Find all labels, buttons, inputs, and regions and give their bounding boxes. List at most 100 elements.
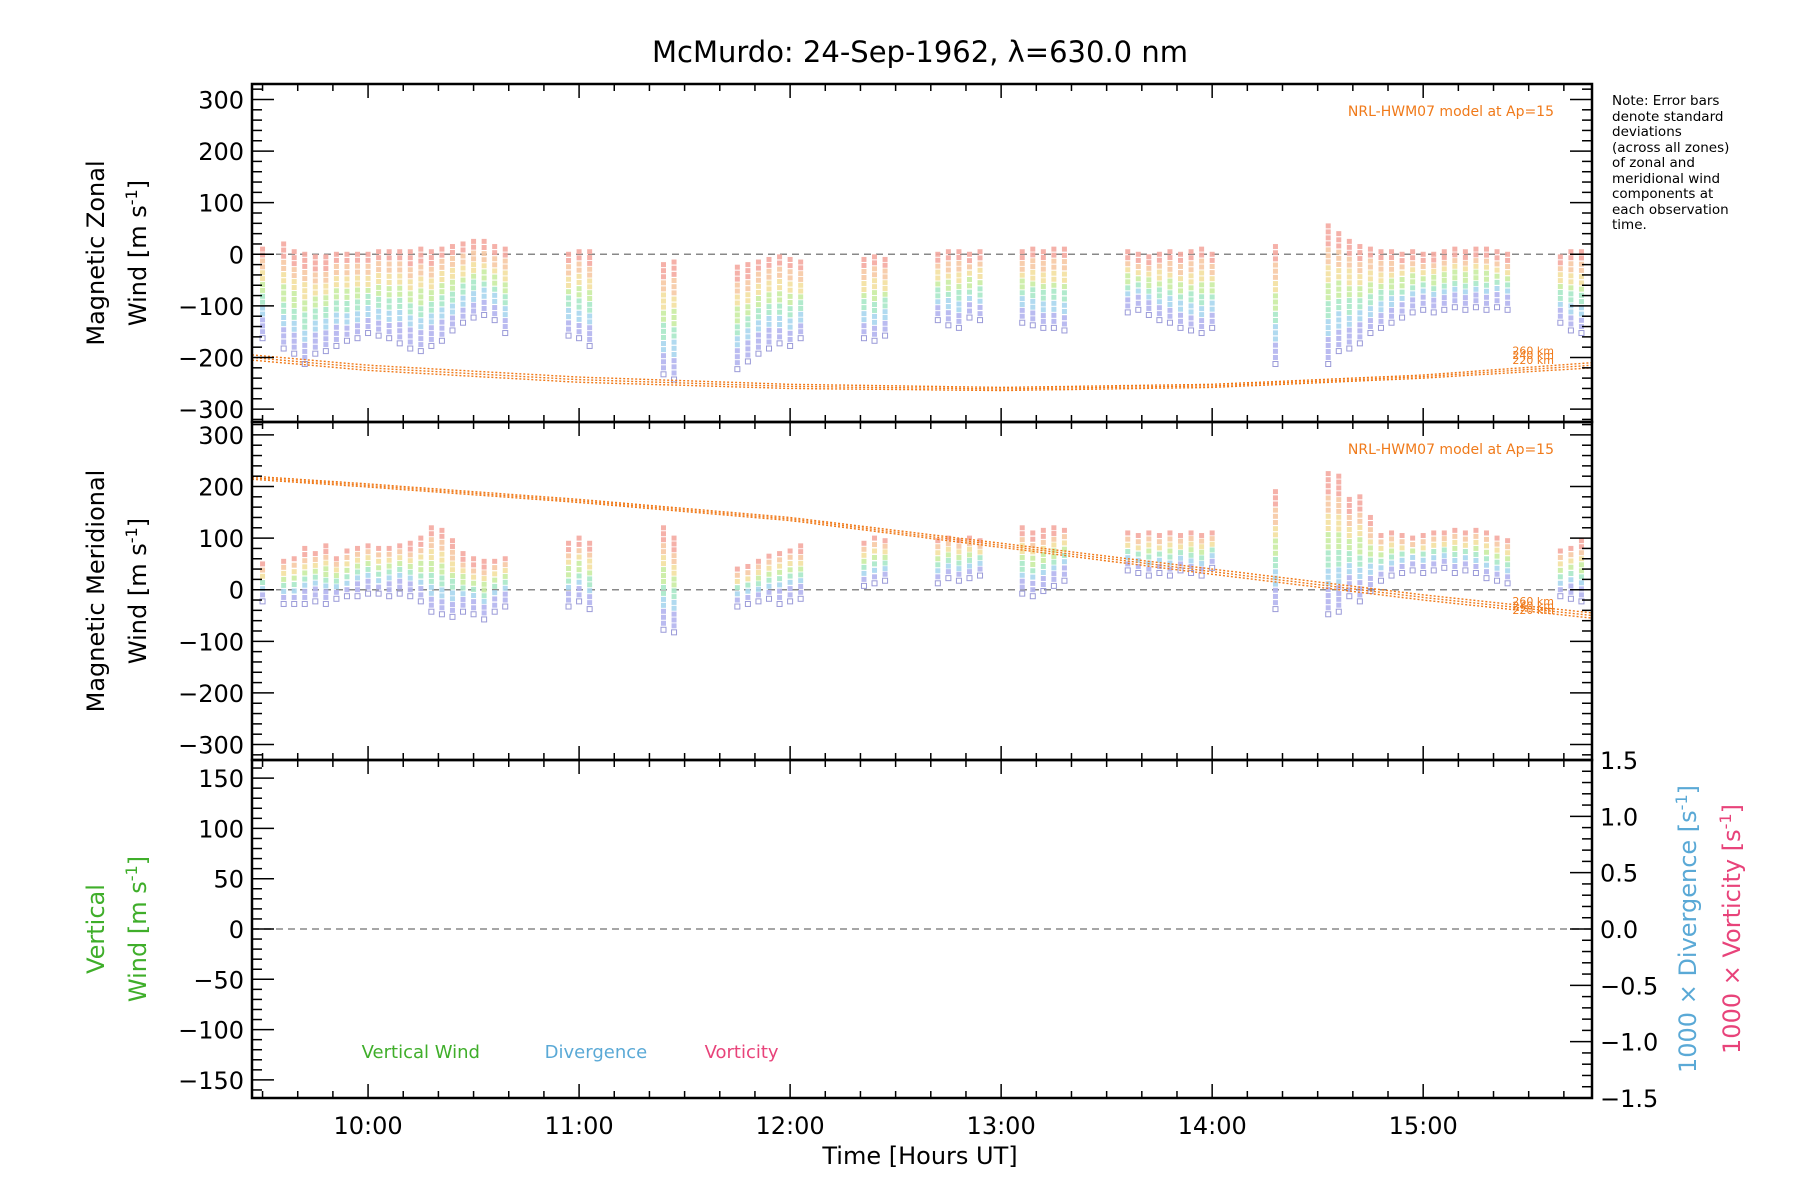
- zone-marker: [418, 246, 424, 252]
- error-marker: [1420, 569, 1427, 576]
- zone-marker: [966, 258, 972, 264]
- zone-marker: [1272, 538, 1278, 544]
- zone-marker: [671, 611, 677, 617]
- zone-marker: [439, 581, 445, 587]
- zone-marker: [1399, 270, 1405, 276]
- error-marker: [365, 590, 372, 597]
- zone-marker: [1272, 581, 1278, 587]
- zone-marker: [1494, 571, 1500, 577]
- model-curve-240km: [251, 356, 1593, 390]
- zone-marker: [1040, 249, 1046, 255]
- zone-marker: [1420, 294, 1426, 300]
- zone-marker: [1325, 599, 1331, 605]
- zone-marker: [386, 329, 392, 335]
- zone-marker: [1188, 530, 1194, 536]
- zone-marker: [1452, 263, 1458, 269]
- zone-marker: [660, 525, 666, 531]
- zone-marker: [1483, 252, 1489, 258]
- zone-marker: [945, 557, 951, 563]
- zone-marker: [333, 589, 339, 595]
- zone-marker: [1505, 270, 1511, 276]
- error-marker: [396, 590, 403, 597]
- error-marker: [1156, 317, 1163, 324]
- zone-marker: [460, 271, 466, 277]
- zone-marker: [755, 302, 761, 308]
- zone-marker: [333, 282, 339, 288]
- zone-marker: [407, 569, 413, 575]
- zone-marker: [439, 319, 445, 325]
- zone-marker: [1410, 535, 1416, 541]
- zone-marker: [376, 267, 382, 273]
- zone-marker: [755, 289, 761, 295]
- zone-marker: [397, 261, 403, 267]
- zone-marker: [291, 314, 297, 320]
- zone-marker: [766, 315, 772, 321]
- zone-marker: [281, 321, 287, 327]
- zone-marker: [281, 339, 287, 345]
- zone-marker: [291, 575, 297, 581]
- zone-marker: [439, 313, 445, 319]
- zone-marker: [587, 266, 593, 272]
- zone-marker: [734, 591, 740, 597]
- zone-marker: [439, 246, 445, 252]
- zone-marker: [1272, 281, 1278, 287]
- zone-marker: [397, 561, 403, 567]
- zone-marker: [1494, 292, 1500, 298]
- zone-marker: [428, 525, 434, 531]
- zone-marker: [777, 322, 783, 328]
- zone-marker: [471, 556, 477, 562]
- error-marker: [766, 595, 773, 602]
- error-marker: [1198, 572, 1205, 579]
- zone-marker: [355, 311, 361, 317]
- zone-marker: [1494, 535, 1500, 541]
- zone-marker: [1473, 258, 1479, 264]
- zone-marker: [1378, 318, 1384, 324]
- error-marker: [1557, 319, 1564, 326]
- zone-marker: [945, 569, 951, 575]
- zone-marker: [471, 296, 477, 302]
- zone-marker: [1378, 272, 1384, 278]
- zone-marker: [492, 571, 498, 577]
- zone-marker: [766, 262, 772, 268]
- zone-marker: [755, 296, 761, 302]
- zone-marker: [312, 272, 318, 278]
- error-marker: [797, 595, 804, 602]
- zone-marker: [1483, 556, 1489, 562]
- zone-marker: [1441, 530, 1447, 536]
- zone-marker: [671, 582, 677, 588]
- zone-marker: [1367, 521, 1373, 527]
- zone-marker: [576, 592, 582, 598]
- zone-marker: [945, 552, 951, 558]
- zone-marker: [1272, 501, 1278, 507]
- zone-marker: [1167, 542, 1173, 548]
- note-line: meridional wind: [1612, 170, 1721, 187]
- error-marker: [438, 611, 445, 618]
- error-marker: [259, 598, 266, 605]
- zone-marker: [1505, 556, 1511, 562]
- zone-marker: [260, 567, 266, 573]
- zone-marker: [1146, 305, 1152, 311]
- zone-marker: [1178, 555, 1184, 561]
- zone-marker: [355, 569, 361, 575]
- error-marker: [776, 340, 783, 347]
- zone-marker: [872, 567, 878, 573]
- zone-marker: [576, 292, 582, 298]
- zone-marker: [1578, 274, 1584, 280]
- y-tick-label: −300: [178, 396, 244, 424]
- zone-marker: [977, 286, 983, 292]
- zone-marker: [1346, 545, 1352, 551]
- zone-marker: [872, 574, 878, 580]
- zone-marker: [418, 342, 424, 348]
- zone-marker: [1578, 592, 1584, 598]
- zone-marker: [492, 583, 498, 589]
- zone-marker: [1431, 297, 1437, 303]
- zone-marker: [745, 268, 751, 274]
- zone-marker: [312, 562, 318, 568]
- zone-marker: [1040, 576, 1046, 582]
- zone-marker: [1040, 533, 1046, 539]
- zone-marker: [1188, 536, 1194, 542]
- zone-marker: [956, 249, 962, 255]
- zone-marker: [312, 574, 318, 580]
- zone-marker: [1146, 283, 1152, 289]
- zone-marker: [1272, 324, 1278, 330]
